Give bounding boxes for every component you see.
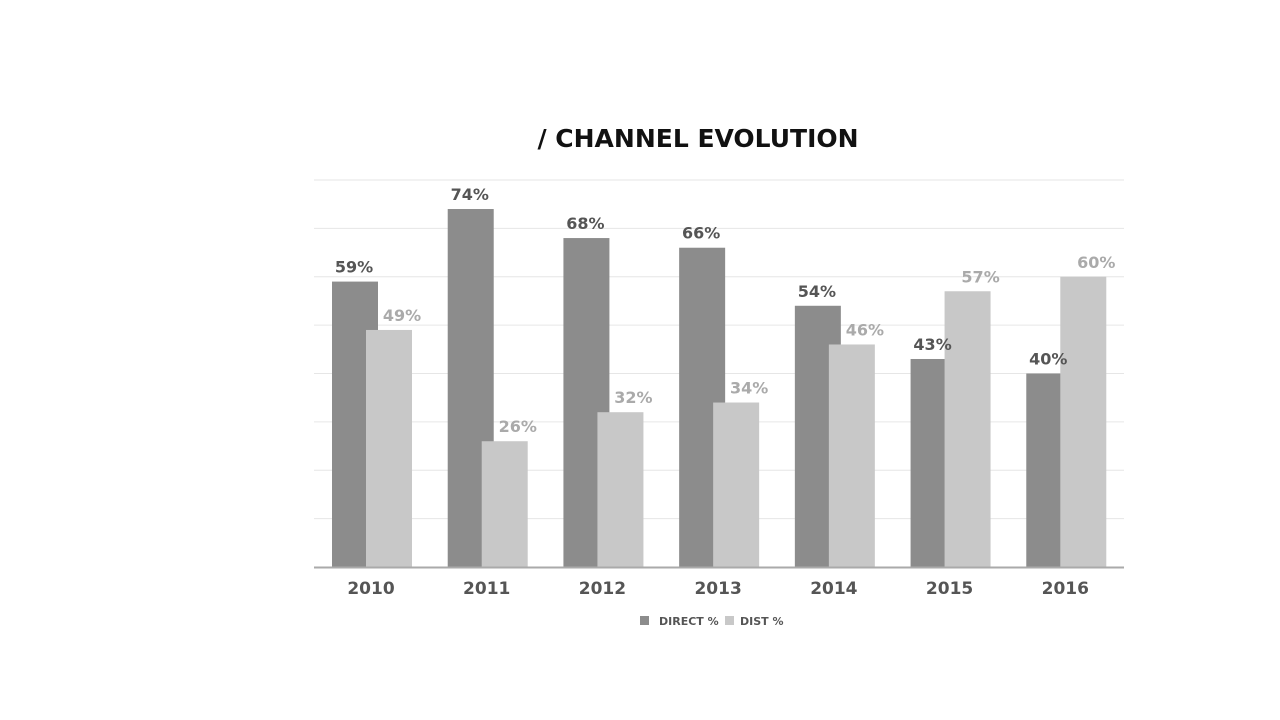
chart-title: / CHANNEL EVOLUTION <box>537 124 858 153</box>
bars <box>332 209 1107 568</box>
bar-dist-2010 <box>366 329 412 567</box>
bar-dist-2013 <box>713 402 760 567</box>
data-label-direct-2013: 66% <box>682 224 720 243</box>
x-tick-labels: 2010 2011 2012 2013 2014 2015 2016 <box>347 579 1089 599</box>
x-tick-label-2011: 2011 <box>463 579 510 599</box>
bar-dist-2012 <box>597 412 644 567</box>
x-tick-label-2013: 2013 <box>694 579 741 599</box>
data-label-dist-2010: 49% <box>383 306 421 325</box>
x-tick-label-2015: 2015 <box>926 579 973 599</box>
data-label-dist-2015: 57% <box>961 267 999 286</box>
data-label-direct-2016: 40% <box>1029 350 1067 369</box>
data-labels: 59% 49% 74% 26% 68% 32% 66% 34% 54% 46% 43% 57% 40% 6… <box>335 185 1116 436</box>
data-label-dist-2014: 46% <box>846 320 884 339</box>
x-tick-label-2016: 2016 <box>1042 579 1089 599</box>
bar-dist-2016 <box>1060 276 1107 567</box>
data-label-direct-2012: 68% <box>566 214 604 233</box>
data-label-direct-2015: 43% <box>913 335 951 354</box>
data-label-direct-2010: 59% <box>335 258 373 277</box>
legend-swatch-dist <box>725 616 734 625</box>
x-tick-label-2014: 2014 <box>810 579 857 599</box>
x-tick-label-2010: 2010 <box>347 579 394 599</box>
data-label-direct-2014: 54% <box>798 282 836 301</box>
bar-dist-2011 <box>481 441 528 567</box>
bar-dist-2015 <box>944 291 991 567</box>
bar-dist-2014 <box>828 344 875 567</box>
legend-label-direct: DIRECT % <box>659 615 719 628</box>
data-label-dist-2016: 60% <box>1077 253 1115 272</box>
legend-swatch-direct <box>640 616 649 625</box>
data-label-dist-2012: 32% <box>614 388 652 407</box>
legend-label-dist: DIST % <box>740 615 784 628</box>
data-label-dist-2011: 26% <box>499 417 537 436</box>
x-tick-label-2012: 2012 <box>579 579 626 599</box>
legend: DIRECT % DIST % <box>640 615 784 628</box>
data-label-dist-2013: 34% <box>730 379 768 398</box>
data-label-direct-2011: 74% <box>451 185 489 204</box>
